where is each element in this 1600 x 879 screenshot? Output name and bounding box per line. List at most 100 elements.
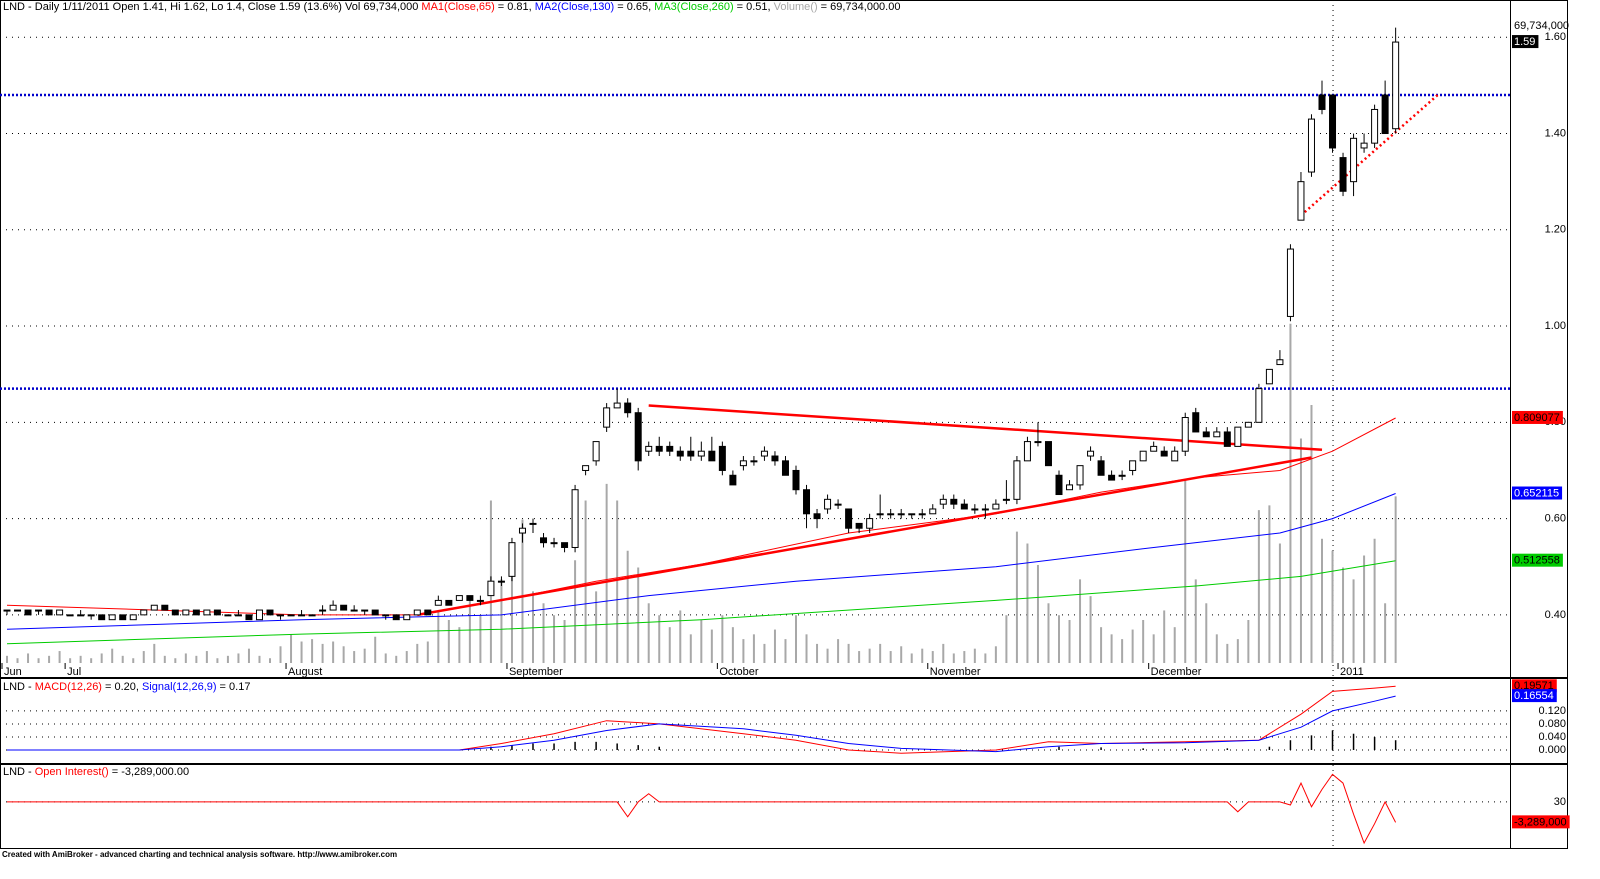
candle-body xyxy=(1286,248,1294,317)
candle-body xyxy=(1034,441,1042,444)
legend-value: = 0.20, xyxy=(104,681,139,693)
candle-body xyxy=(803,489,811,515)
candle-body xyxy=(1076,465,1084,486)
candle-body xyxy=(897,513,905,516)
candle-body xyxy=(992,503,1000,510)
legend: LND - Open Interest() = -3,289,000.00 xyxy=(3,766,192,778)
trendline xyxy=(417,456,1312,617)
candle-body xyxy=(319,609,327,612)
x-tick-label: December xyxy=(1151,666,1202,678)
candle-body xyxy=(834,503,842,506)
y-tick-label: 1.20 xyxy=(1545,224,1566,236)
candle-body xyxy=(582,465,590,471)
candle-body xyxy=(1202,431,1210,438)
candle-body xyxy=(361,609,369,612)
y-tick-label: 1.60 xyxy=(1545,31,1566,43)
candle-body xyxy=(1213,431,1221,438)
candle-body xyxy=(98,614,106,621)
legend: LND - MACD(12,26) = 0.20, Signal(12,26,9) = … xyxy=(3,681,253,693)
candle-body xyxy=(35,609,43,612)
candle-body xyxy=(277,614,285,617)
value-marker-box xyxy=(1512,689,1557,703)
candle-body xyxy=(224,614,232,617)
candle-body xyxy=(413,609,421,616)
candle-body xyxy=(655,445,663,452)
candle-body xyxy=(845,508,853,529)
candle-body xyxy=(497,580,505,583)
legend-name: MA3(Close,260) xyxy=(654,1,734,13)
candle-body xyxy=(1276,359,1284,366)
candle-body xyxy=(1150,445,1158,452)
candle-body xyxy=(1097,460,1105,476)
candle-body xyxy=(1160,450,1168,457)
value-marker-box xyxy=(1512,553,1563,567)
indicator-line xyxy=(7,773,1397,845)
candle-body xyxy=(518,527,526,534)
candle-body xyxy=(971,508,979,511)
candle-body xyxy=(382,614,390,617)
candle-body xyxy=(161,604,169,611)
candle-body xyxy=(66,614,74,617)
legend-name: Signal(12,26,9) xyxy=(141,681,217,693)
x-tick-label: October xyxy=(719,666,758,678)
panel-frame xyxy=(0,678,1568,764)
candle-body xyxy=(760,450,768,457)
candle-body xyxy=(592,441,600,462)
y-tick-label: 0.60 xyxy=(1545,513,1566,525)
candle-body xyxy=(1350,137,1358,183)
y-tick-label: 0.040 xyxy=(1538,731,1566,743)
x-tick-label: August xyxy=(288,666,322,678)
panel-frame xyxy=(0,764,1568,849)
candle-body xyxy=(45,609,53,616)
moving-average xyxy=(6,493,1396,630)
candle-body xyxy=(87,614,95,617)
candle-body xyxy=(1023,441,1031,462)
value-marker: 0.652115 xyxy=(1514,487,1559,499)
candle-body xyxy=(350,609,358,612)
candle-body xyxy=(14,609,22,612)
legend-value: = 0.65, xyxy=(617,1,652,13)
candle-body xyxy=(687,450,695,457)
candle-body xyxy=(960,503,968,510)
candle-body xyxy=(887,513,895,516)
candle-body xyxy=(1307,118,1315,173)
candle-body xyxy=(1066,484,1074,491)
candle-body xyxy=(487,580,495,597)
candle-body xyxy=(1381,94,1389,135)
candle-body xyxy=(676,450,684,457)
legend: LND - Daily 1/11/2011 Open 1.41, Hi 1.62… xyxy=(3,1,903,13)
trendline xyxy=(1300,94,1439,217)
candle-body xyxy=(140,609,148,616)
candle-body xyxy=(1129,460,1137,471)
candle-body xyxy=(781,460,789,476)
candle-body xyxy=(192,609,200,616)
candle-body xyxy=(529,522,537,525)
panel-frame xyxy=(0,0,1568,678)
legend-value: = 0.51, xyxy=(736,1,771,13)
candle-body xyxy=(1192,412,1200,433)
value-marker-box xyxy=(1512,410,1563,424)
candle-body xyxy=(1013,460,1021,500)
trendline xyxy=(648,404,1323,452)
candle-body xyxy=(1360,142,1368,149)
candle-body xyxy=(445,599,453,606)
candle-body xyxy=(245,614,253,621)
candle-body xyxy=(645,445,653,452)
x-tick-label: November xyxy=(930,666,981,678)
candle-body xyxy=(371,609,379,616)
candle-body xyxy=(1181,417,1189,452)
candle-body xyxy=(1371,108,1379,144)
candle-body xyxy=(603,407,611,428)
candle-body xyxy=(550,542,558,545)
panel-label: LND - xyxy=(3,766,32,778)
candle-body xyxy=(771,455,779,462)
value-marker-box xyxy=(1512,35,1539,49)
candle-body xyxy=(203,609,211,616)
candle-body xyxy=(329,604,337,611)
y-tick-label: 0.000 xyxy=(1538,744,1566,756)
candle-body xyxy=(424,609,432,616)
candle-body xyxy=(718,445,726,471)
legend-value: = 69,734,000.00 xyxy=(820,1,901,13)
candle-body xyxy=(434,599,442,606)
